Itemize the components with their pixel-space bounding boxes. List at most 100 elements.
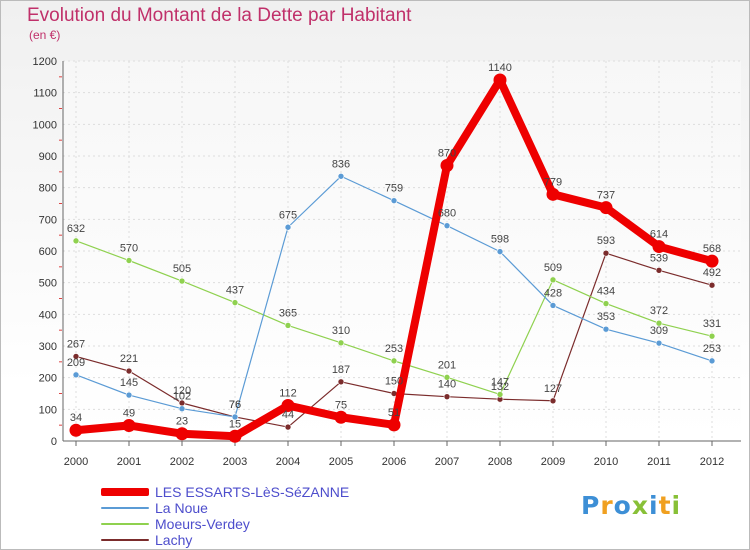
- data-label: 150: [385, 376, 403, 388]
- legend-item: Moeurs-Verdey: [101, 516, 349, 532]
- y-tick-label: 900: [39, 151, 57, 163]
- data-point: [72, 237, 80, 245]
- data-label: 737: [597, 190, 615, 202]
- data-point: [599, 201, 613, 215]
- y-tick-label: 800: [39, 183, 57, 195]
- data-label: 23: [176, 416, 188, 428]
- x-tick-label: 2002: [170, 456, 194, 468]
- data-label: 221: [120, 353, 138, 365]
- data-label: 428: [544, 287, 562, 299]
- x-tick-label: 2008: [488, 456, 512, 468]
- data-label: 127: [544, 383, 562, 395]
- x-tick-label: 2004: [276, 456, 300, 468]
- data-point: [655, 319, 663, 327]
- data-label: 76: [229, 399, 241, 411]
- data-point: [178, 277, 186, 285]
- data-point: [125, 367, 133, 375]
- data-point: [708, 357, 716, 365]
- data-point: [443, 222, 451, 229]
- legend-label: La Noue: [155, 500, 208, 516]
- data-label: 44: [282, 409, 294, 421]
- data-point: [337, 172, 345, 180]
- data-point: [390, 357, 398, 365]
- y-tick-label: 1000: [33, 119, 57, 131]
- data-point: [655, 339, 663, 347]
- x-tick-label: 2006: [382, 456, 406, 468]
- data-point: [125, 391, 133, 399]
- legend-item: La Noue: [101, 500, 349, 516]
- legend-item: LES ESSARTS-LèS-SéZANNE: [101, 484, 349, 500]
- data-label: 132: [491, 381, 509, 393]
- data-point: [443, 393, 451, 400]
- data-label: 836: [332, 158, 350, 170]
- data-point: [175, 427, 189, 441]
- data-label: 779: [544, 176, 562, 188]
- data-label: 759: [385, 183, 403, 195]
- data-label: 593: [597, 235, 615, 247]
- x-tick-label: 2012: [700, 456, 724, 468]
- y-tick-label: 0: [51, 436, 57, 448]
- data-point: [549, 397, 557, 405]
- data-point: [549, 302, 557, 309]
- data-label: 598: [491, 234, 509, 246]
- data-label: 539: [650, 252, 668, 264]
- data-label: 568: [703, 243, 721, 255]
- data-label: 34: [70, 412, 82, 424]
- y-tick-label: 600: [39, 246, 57, 258]
- data-point: [496, 391, 504, 398]
- data-label: 187: [332, 364, 350, 376]
- data-label: 253: [385, 343, 403, 355]
- data-point: [228, 429, 242, 443]
- data-point: [125, 257, 133, 264]
- data-point: [652, 240, 666, 254]
- data-label: 253: [703, 343, 721, 355]
- data-label: 309: [650, 325, 668, 337]
- legend-label: LES ESSARTS-LèS-SéZANNE: [155, 484, 350, 500]
- y-tick-label: 1100: [33, 88, 57, 100]
- y-tick-label: 300: [39, 341, 57, 353]
- chart-unit-label: (en €): [29, 28, 61, 42]
- data-label: 372: [650, 305, 668, 317]
- data-point: [390, 197, 398, 204]
- data-point: [705, 254, 719, 268]
- data-label: 353: [597, 311, 615, 323]
- data-point: [284, 423, 292, 431]
- x-tick-label: 2009: [541, 456, 565, 468]
- data-label: 509: [544, 262, 562, 274]
- data-point: [284, 322, 292, 329]
- data-label: 614: [650, 229, 668, 241]
- data-point: [281, 399, 295, 413]
- data-point: [178, 405, 186, 413]
- data-point: [655, 267, 663, 274]
- data-label: 1140: [488, 62, 512, 74]
- y-tick-label: 700: [39, 214, 57, 226]
- y-tick-label: 1200: [33, 56, 57, 68]
- data-point: [337, 339, 345, 347]
- data-label: 112: [279, 388, 297, 400]
- y-tick-label: 400: [39, 309, 57, 321]
- data-point: [72, 353, 80, 360]
- data-point: [496, 248, 504, 255]
- data-label: 437: [226, 285, 244, 297]
- y-tick-label: 200: [39, 373, 57, 385]
- chart-title: Evolution du Montant de la Dette par Hab…: [27, 5, 412, 26]
- data-point: [602, 300, 610, 307]
- data-label: 75: [335, 399, 347, 411]
- data-label: 434: [597, 286, 615, 298]
- legend-swatch: [101, 523, 149, 525]
- data-label: 267: [67, 338, 85, 350]
- data-label: 365: [279, 307, 297, 319]
- data-label: 49: [123, 407, 135, 419]
- data-label: 680: [438, 208, 456, 220]
- data-point: [549, 276, 557, 284]
- data-label: 145: [120, 377, 138, 389]
- x-tick-label: 2005: [329, 456, 353, 468]
- data-label: 147: [491, 376, 509, 388]
- data-label: 120: [173, 385, 191, 397]
- x-tick-label: 2000: [64, 456, 88, 468]
- data-label: 310: [332, 325, 350, 337]
- data-point: [231, 299, 239, 306]
- y-tick-label: 100: [39, 404, 57, 416]
- x-tick-label: 2010: [594, 456, 618, 468]
- data-point: [602, 249, 610, 257]
